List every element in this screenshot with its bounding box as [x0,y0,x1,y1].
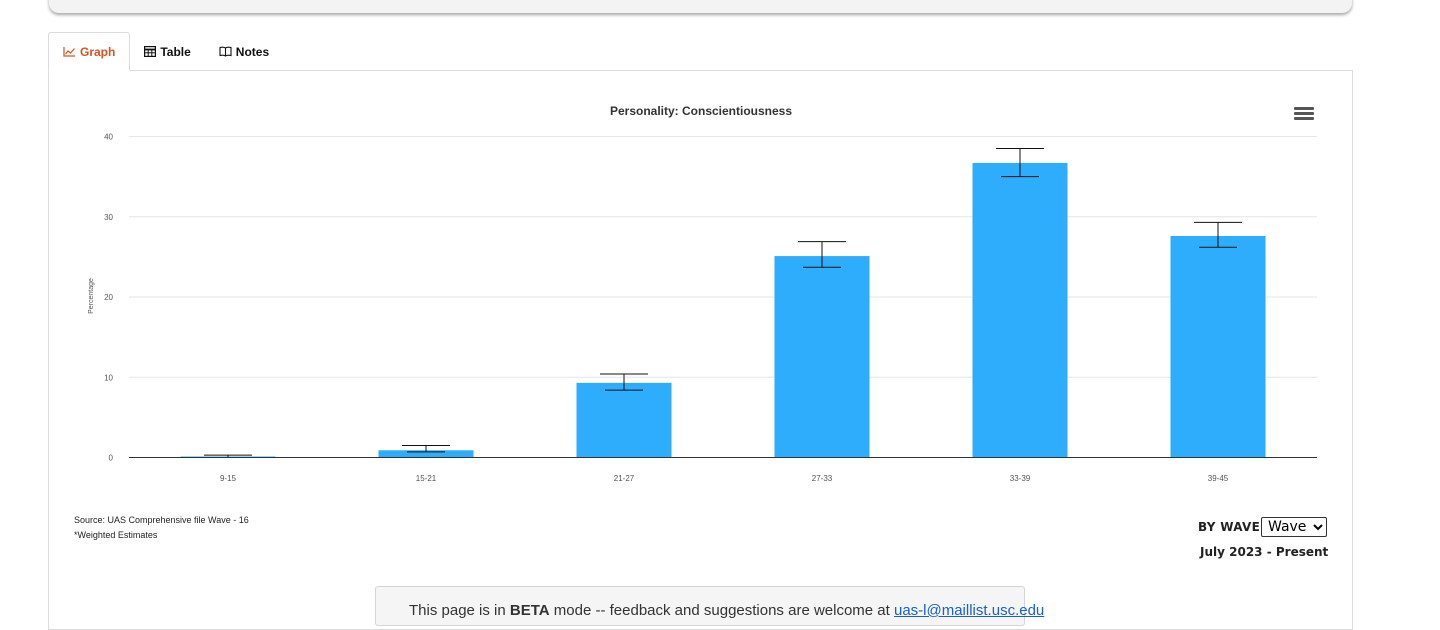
x-tick-label: 39-45 [1208,474,1229,483]
tab-table[interactable]: Table [130,32,204,71]
wave-select[interactable]: Wave 5 [1261,517,1327,537]
tab-bar: Graph Table Notes [48,32,283,71]
chart-title: Personality: Conscientiousness [610,104,792,118]
x-tick-label: 21-27 [614,474,635,483]
tab-notes-label: Notes [235,44,270,59]
tab-table-label: Table [160,44,191,59]
bar[interactable] [576,382,672,458]
y-tick-label: 0 [109,454,114,463]
x-tick-label: 33-39 [1010,474,1031,483]
source-text: Source: UAS Comprehensive file Wave - 16 [74,515,249,525]
weighted-note: *Weighted Estimates [74,530,158,540]
error-bar [600,373,648,391]
bar[interactable] [972,162,1068,458]
y-axis-label: Percentage [88,278,95,314]
grid-lines [129,136,1317,378]
top-card [49,0,1352,13]
bars [180,162,1266,458]
error-bar [798,241,846,268]
chart-menu-icon[interactable] [1294,107,1314,125]
x-tick-label: 9-15 [220,474,237,483]
y-tick-label: 30 [104,213,113,222]
bar[interactable] [774,256,870,458]
bar[interactable] [378,450,474,458]
line-chart-icon [63,47,75,57]
tab-graph-label: Graph [80,44,116,59]
y-tick-label: 20 [104,293,113,302]
bar-chart: Personality: Conscientiousness Percentag… [88,104,1317,483]
tab-notes[interactable]: Notes [205,32,283,71]
book-icon [219,46,232,57]
graph-panel [48,70,1353,630]
source-note: Source: UAS Comprehensive file Wave - 16… [74,513,249,543]
error-bar [996,148,1044,178]
error-bar [402,444,450,453]
beta-notice: This page is in BETA mode -- feedback an… [375,586,1044,626]
wave-date-range: July 2023 - Present [1200,545,1329,559]
y-tick-label: 10 [104,373,113,382]
wave-label: BY WAVE: [1198,520,1266,534]
bar[interactable] [1170,236,1266,458]
tab-graph[interactable]: Graph [48,32,131,71]
x-axis-ticks: 9-15 15-21 21-27 27-33 33-39 39-45 [220,474,1229,483]
table-icon [144,46,157,57]
error-bars [204,148,1242,458]
x-tick-label: 15-21 [416,474,437,483]
y-axis-ticks: 0 10 20 30 40 [104,133,113,463]
error-bar [1194,221,1242,248]
x-tick-label: 27-33 [812,474,833,483]
y-tick-label: 40 [104,133,113,142]
